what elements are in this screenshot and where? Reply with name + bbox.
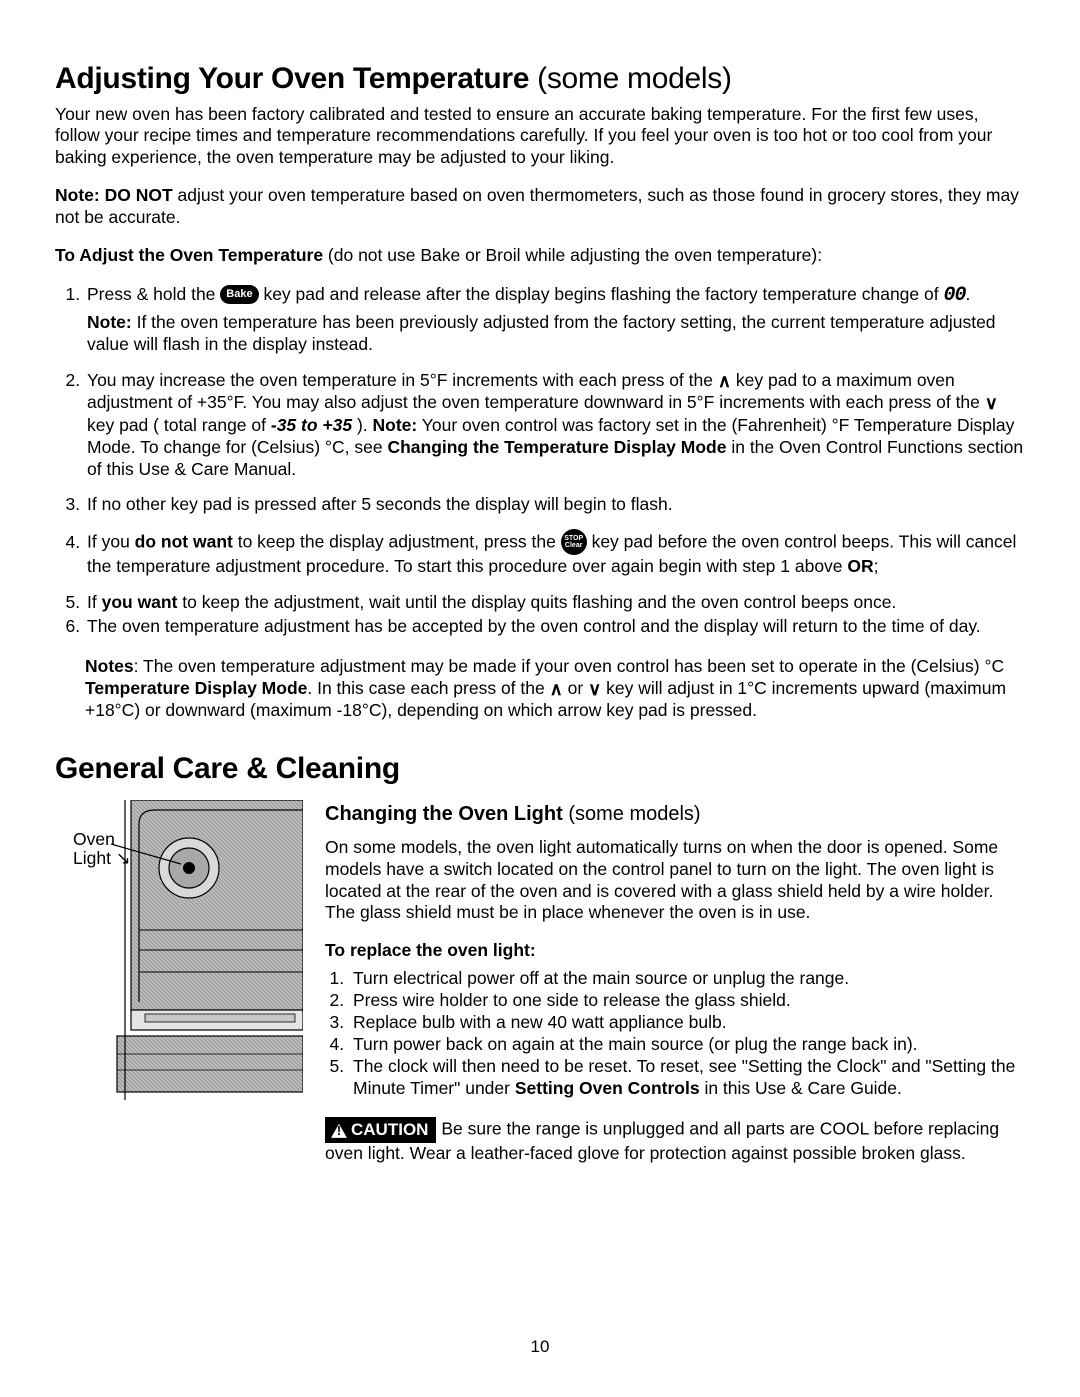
nb-c: or (563, 678, 588, 698)
h1-bold: Adjusting Your Oven Temperature (55, 62, 529, 95)
heading-change-light: Changing the Oven Light (some models) (325, 802, 1025, 827)
caution-line: !CAUTION Be sure the range is unplugged … (325, 1117, 1025, 1164)
notes-block: Notes: The oven temperature adjustment m… (55, 656, 1025, 722)
nb-bold: Temperature Display Mode (85, 678, 307, 698)
oven-figure-column: Oven Light ↘ (55, 802, 303, 1126)
stop-clear-keypad-icon: STOPClear (561, 529, 587, 555)
nb-b: . In this case each press of the (307, 678, 549, 698)
heading-adjusting: Adjusting Your Oven Temperature (some mo… (55, 60, 1025, 98)
ol-a: Oven (73, 829, 115, 849)
adjust-rest: (do not use Bake or Broil while adjustin… (323, 245, 822, 265)
nb-up-icon: ∧ (550, 679, 563, 699)
light-p1: On some models, the oven light automatic… (325, 837, 1025, 925)
step-3: If no other key pad is pressed after 5 s… (85, 494, 1025, 516)
r1: Turn electrical power off at the main so… (349, 968, 1025, 990)
bake-keypad-icon: Bake (220, 285, 258, 304)
caution-triangle-icon: ! (331, 1124, 347, 1138)
h1-light: (some models) (529, 62, 732, 95)
adjust-line: To Adjust the Oven Temperature (do not u… (55, 245, 1025, 267)
r5: The clock will then need to be reset. To… (349, 1056, 1025, 1100)
s5a: If (87, 592, 102, 612)
s2a: You may increase the oven temperature in… (87, 370, 718, 390)
s2-note-b: Changing the Temperature Display Mode (387, 437, 726, 457)
s5-bold: you want (102, 592, 178, 612)
oven-light-label: Oven Light ↘ (73, 830, 130, 869)
nb-lead: Notes (85, 656, 134, 676)
s1b: key pad and release after the display be… (263, 284, 943, 304)
ol-b: Light (73, 848, 111, 868)
steps-list-2: If you want to keep the adjustment, wait… (55, 592, 1025, 638)
h3-light: (some models) (563, 803, 701, 825)
heading-general-care: General Care & Cleaning (55, 750, 1025, 788)
cleaning-text-column: Changing the Oven Light (some models) On… (325, 802, 1025, 1181)
intro-note: Note: DO NOT adjust your oven temperatur… (55, 185, 1025, 229)
note-lead: Note: DO NOT (55, 185, 173, 205)
s4b: to keep the display adjustment, press th… (233, 532, 561, 552)
step-1: Press & hold the Bake key pad and releas… (85, 283, 1025, 356)
down-arrow-icon: ∨ (985, 393, 998, 413)
r5b: in this Use & Care Guide. (700, 1078, 902, 1098)
nb-a: : The oven temperature adjustment may be… (134, 656, 1004, 676)
r3: Replace bulb with a new 40 watt applianc… (349, 1012, 1025, 1034)
replace-lead: To replace the oven light: (325, 940, 1025, 962)
page-number: 10 (0, 1336, 1080, 1357)
s1a: Press & hold the (87, 284, 220, 304)
nb-down-icon: ∨ (588, 679, 601, 699)
up-arrow-icon: ∧ (718, 371, 731, 391)
s4a: If you (87, 532, 135, 552)
cleaning-two-col: Oven Light ↘ (55, 802, 1025, 1181)
zeros: 00 (943, 284, 965, 307)
h3-bold: Changing the Oven Light (325, 803, 563, 825)
step-2: You may increase the oven temperature in… (85, 370, 1025, 481)
r4: Turn power back on again at the main sou… (349, 1034, 1025, 1056)
r5-bold: Setting Oven Controls (515, 1078, 700, 1098)
step-5: If you want to keep the adjustment, wait… (85, 592, 1025, 614)
step-6: The oven temperature adjustment has be a… (85, 616, 1025, 638)
r2: Press wire holder to one side to release… (349, 990, 1025, 1012)
range: -35 to +35 (271, 415, 352, 435)
s2c: key pad ( total range of (87, 415, 271, 435)
step-4: If you do not want to keep the display a… (85, 530, 1025, 578)
adjust-lead: To Adjust the Oven Temperature (55, 245, 323, 265)
s4-bold: do not want (135, 532, 233, 552)
steps-list: Press & hold the Bake key pad and releas… (55, 283, 1025, 578)
s2d: ). (352, 415, 372, 435)
step-1-note: Note: If the oven temperature has been p… (87, 312, 1025, 356)
s5b: to keep the adjustment, wait until the d… (177, 592, 896, 612)
s1-note-lead: Note: (87, 312, 132, 332)
s2-note-lead: Note: (373, 415, 418, 435)
caution-word: CAUTION (351, 1120, 428, 1139)
semi: ; (874, 556, 879, 576)
note-rest: adjust your oven temperature based on ov… (55, 185, 1019, 227)
intro-p1: Your new oven has been factory calibrate… (55, 104, 1025, 170)
caution-badge: ! CAUTION (325, 1117, 436, 1142)
or: OR (847, 556, 873, 576)
replace-steps: Turn electrical power off at the main so… (325, 968, 1025, 1099)
s1-note: If the oven temperature has been previou… (87, 312, 996, 354)
